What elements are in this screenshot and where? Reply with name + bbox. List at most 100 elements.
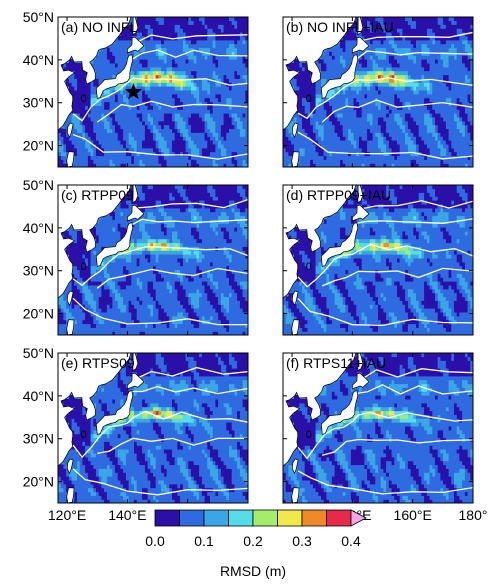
- rmsd-cell: [356, 66, 360, 72]
- rmsd-cell: [407, 147, 412, 153]
- rmsd-cell: [98, 155, 102, 160]
- rmsd-cell: [131, 70, 135, 76]
- rmsd-cell: [147, 32, 151, 37]
- rmsd-cell: [386, 62, 390, 68]
- rmsd-cell: [79, 120, 83, 126]
- rmsd-cell: [342, 128, 346, 133]
- rmsd-cell: [87, 86, 92, 91]
- rmsd-cell: [212, 97, 216, 103]
- rmsd-cell: [337, 43, 341, 49]
- rmsd-cell: [71, 292, 75, 298]
- rmsd-cell: [161, 20, 165, 25]
- rmsd-cell: [226, 101, 230, 106]
- rmsd-cell: [435, 147, 439, 153]
- rmsd-cell: [142, 105, 146, 110]
- rmsd-cell: [68, 113, 73, 118]
- rmsd-cell: [397, 124, 401, 130]
- rmsd-cell: [302, 120, 306, 126]
- rmsd-cell: [166, 78, 170, 83]
- rmsd-cell: [153, 86, 157, 91]
- rmsd-cell: [182, 120, 187, 126]
- rmsd-cell: [98, 66, 102, 72]
- rmsd-cell: [416, 155, 420, 160]
- rmsd-cell: [210, 62, 214, 68]
- rmsd-cell: [229, 140, 233, 145]
- rmsd-cell: [315, 147, 319, 153]
- rmsd-cell: [174, 128, 178, 133]
- rmsd-cell: [117, 124, 121, 130]
- rmsd-cell: [128, 132, 132, 137]
- rmsd-cell: [188, 86, 192, 91]
- rmsd-cell: [174, 143, 178, 149]
- rmsd-cell: [342, 151, 346, 157]
- rmsd-cell: [445, 93, 450, 99]
- rmsd-cell: [454, 55, 458, 60]
- rmsd-cell: [318, 120, 322, 126]
- rmsd-cell: [237, 28, 241, 33]
- rmsd-cell: [163, 163, 168, 167]
- rmsd-cell: [318, 128, 322, 133]
- rmsd-cell: [399, 151, 403, 157]
- rmsd-cell: [321, 136, 325, 141]
- rmsd-cell: [405, 43, 409, 49]
- rmsd-cell: [77, 234, 81, 240]
- rmsd-cell: [234, 124, 238, 130]
- rmsd-cell: [242, 113, 246, 118]
- rmsd-cell: [435, 66, 439, 72]
- rmsd-cell: [470, 32, 473, 37]
- rmsd-cell: [399, 128, 403, 133]
- rmsd-cell: [134, 143, 138, 149]
- rmsd-cell: [407, 101, 412, 106]
- rmsd-cell: [388, 163, 393, 167]
- rmsd-cell: [380, 89, 384, 95]
- rmsd-cell: [437, 132, 441, 137]
- rmsd-cell: [435, 20, 439, 25]
- rmsd-cell: [416, 105, 420, 110]
- rmsd-cell: [180, 120, 184, 126]
- rmsd-cell: [196, 59, 200, 64]
- rmsd-cell: [429, 55, 433, 60]
- rmsd-cell: [375, 155, 379, 160]
- rmsd-cell: [125, 105, 130, 110]
- rmsd-cell: [242, 28, 246, 33]
- rmsd-cell: [93, 155, 97, 160]
- rmsd-cell: [134, 59, 138, 64]
- rmsd-cell: [226, 128, 230, 133]
- rmsd-cell: [79, 163, 83, 167]
- rmsd-cell: [315, 105, 319, 110]
- rmsd-cell: [443, 24, 447, 29]
- rmsd-cell: [391, 124, 395, 130]
- rmsd-cell: [437, 89, 441, 95]
- rmsd-cell: [185, 82, 189, 87]
- rmsd-cell: [394, 124, 398, 130]
- rmsd-cell: [182, 155, 187, 160]
- rmsd-cell: [166, 47, 170, 52]
- rmsd-cell: [182, 132, 187, 137]
- rmsd-cell: [147, 136, 151, 141]
- rmsd-cell: [93, 136, 97, 141]
- rmsd-cell: [402, 128, 406, 133]
- rmsd-cell: [448, 105, 452, 110]
- rmsd-cell: [139, 124, 143, 130]
- rmsd-cell: [312, 155, 317, 160]
- rmsd-cell: [407, 151, 412, 157]
- rmsd-cell: [112, 51, 116, 56]
- rmsd-cell: [237, 66, 241, 72]
- rmsd-cell: [375, 147, 379, 153]
- rmsd-cell: [397, 113, 401, 118]
- rmsd-cell: [435, 82, 439, 87]
- rmsd-cell: [215, 109, 219, 114]
- rmsd-cell: [120, 47, 124, 52]
- land-mass: [66, 151, 75, 167]
- rmsd-cell: [229, 66, 233, 72]
- rmsd-cell: [424, 147, 428, 153]
- rmsd-cell: [215, 55, 219, 60]
- rmsd-cell: [196, 105, 200, 110]
- rmsd-cell: [467, 24, 471, 29]
- rmsd-cell: [207, 43, 211, 49]
- rmsd-cell: [353, 20, 357, 25]
- rmsd-cell: [120, 116, 124, 122]
- rmsd-cell: [337, 128, 341, 133]
- rmsd-cell: [375, 35, 379, 41]
- rmsd-cell: [285, 159, 289, 164]
